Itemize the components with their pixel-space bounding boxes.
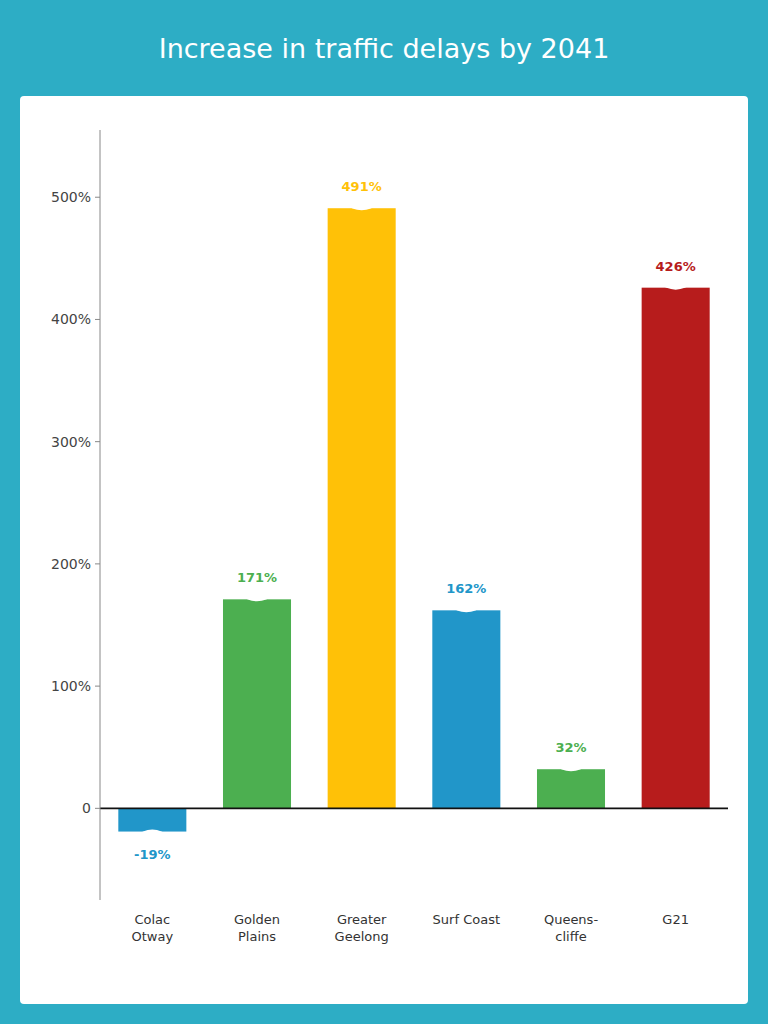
bar xyxy=(118,808,186,831)
x-tick-label-line: Greater xyxy=(337,912,387,927)
y-tick xyxy=(95,319,100,320)
data-label: 426% xyxy=(656,259,696,274)
x-tick-label: Queens-cliffe xyxy=(544,912,598,944)
y-tick xyxy=(95,197,100,198)
x-tick-label-line: Geelong xyxy=(335,929,389,944)
background xyxy=(0,0,768,1024)
bar xyxy=(223,599,291,808)
x-tick-label: G21 xyxy=(662,912,689,927)
data-label-bg xyxy=(338,162,386,210)
chart-root: Increase in traffic delays by 2041 0 100% 2… xyxy=(0,0,768,1024)
bar xyxy=(642,288,710,809)
x-tick-label-line: Plains xyxy=(238,929,276,944)
y-tick-label: 300% xyxy=(51,434,91,450)
y-tick-label: 200% xyxy=(51,556,91,572)
y-tick-label: 400% xyxy=(51,311,91,327)
bar xyxy=(432,610,500,808)
data-label-bg xyxy=(442,564,490,612)
y-tick xyxy=(95,808,100,809)
x-tick-label-line: G21 xyxy=(662,912,689,927)
x-tick-label: Greater Geelong xyxy=(335,912,389,944)
x-tick-label-line: Colac xyxy=(134,912,170,927)
y-tick-label: 0 xyxy=(82,800,91,816)
data-label: 171% xyxy=(237,570,277,585)
x-tick-label-line: Queens- xyxy=(544,912,598,927)
x-tick-label-line: Golden xyxy=(234,912,280,927)
zero-line xyxy=(100,807,728,809)
y-tick xyxy=(95,563,100,564)
data-label: -19% xyxy=(134,847,171,862)
data-label: 491% xyxy=(342,179,382,194)
x-tick-label-line: Otway xyxy=(132,929,174,944)
data-label-bg xyxy=(547,723,595,771)
x-tick-label: Golden Plains xyxy=(234,912,280,944)
panel xyxy=(20,96,748,1004)
x-tick-label-line: Surf Coast xyxy=(433,912,500,927)
y-tick xyxy=(95,441,100,442)
title: Increase in traffic delays by 2041 xyxy=(159,33,610,64)
bars xyxy=(118,208,709,831)
x-tick-label: Surf Coast xyxy=(433,912,500,927)
x-labels: Colac Otway Golden Plains Greater Geelong Surf… xyxy=(132,912,689,944)
data-labels: -19% 171% 491% 162% 32% 426% xyxy=(128,162,699,877)
y-tick-label: 500% xyxy=(51,189,91,205)
bar xyxy=(328,208,396,808)
data-label-bg xyxy=(233,553,281,601)
x-tick-label-line: cliffe xyxy=(555,929,586,944)
y-axis-line xyxy=(100,130,101,900)
chart-svg: Increase in traffic delays by 2041 0 100% 2… xyxy=(0,0,768,1024)
x-tick-label: Colac Otway xyxy=(132,912,174,944)
data-label: 162% xyxy=(446,581,486,596)
y-tick-label: 100% xyxy=(51,678,91,694)
y-tick xyxy=(95,686,100,687)
data-label-bg xyxy=(128,830,176,878)
data-label: 32% xyxy=(555,740,586,755)
y-ticks: 0 100% 200% 300% 400% 500% xyxy=(51,189,100,816)
data-label-bg xyxy=(652,242,700,290)
bar xyxy=(537,769,605,808)
